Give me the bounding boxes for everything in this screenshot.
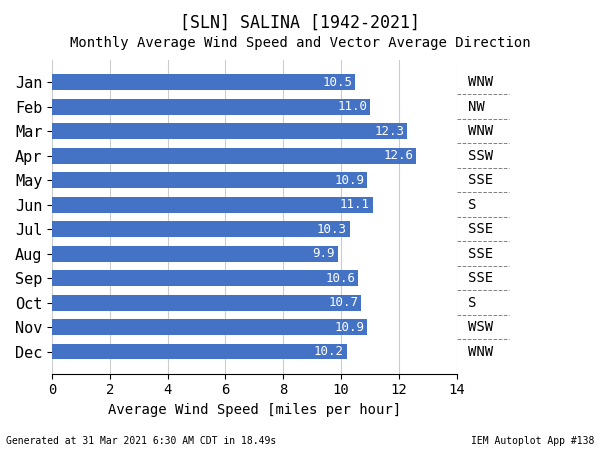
Text: IEM Autoplot App #138: IEM Autoplot App #138 <box>470 436 594 446</box>
Text: 10.9: 10.9 <box>334 320 364 333</box>
Text: 11.1: 11.1 <box>340 198 370 211</box>
Text: 10.9: 10.9 <box>334 174 364 187</box>
Text: [SLN] SALINA [1942-2021]: [SLN] SALINA [1942-2021] <box>180 14 420 32</box>
Text: WNW: WNW <box>468 75 493 89</box>
Bar <box>52 74 355 90</box>
Bar <box>52 99 370 115</box>
Bar <box>52 295 361 310</box>
Text: WSW: WSW <box>468 320 493 334</box>
Text: 10.2: 10.2 <box>314 345 344 358</box>
Text: SSE: SSE <box>468 222 493 236</box>
Text: 10.7: 10.7 <box>328 296 358 309</box>
Text: WNW: WNW <box>468 345 493 359</box>
Bar <box>52 123 407 139</box>
Text: Monthly Average Wind Speed and Vector Average Direction: Monthly Average Wind Speed and Vector Av… <box>70 36 530 50</box>
Text: Generated at 31 Mar 2021 6:30 AM CDT in 18.49s: Generated at 31 Mar 2021 6:30 AM CDT in … <box>6 436 276 446</box>
Text: 10.5: 10.5 <box>323 76 353 89</box>
Text: S: S <box>468 198 476 212</box>
Text: SSW: SSW <box>468 148 493 162</box>
Bar <box>52 270 358 286</box>
Text: 9.9: 9.9 <box>313 247 335 260</box>
Text: WNW: WNW <box>468 124 493 138</box>
Text: 12.6: 12.6 <box>383 149 413 162</box>
Bar <box>52 197 373 212</box>
Text: NW: NW <box>468 100 485 114</box>
Text: 10.6: 10.6 <box>325 271 355 284</box>
Text: SSE: SSE <box>468 247 493 261</box>
Bar <box>52 246 338 261</box>
Bar <box>52 148 416 164</box>
Bar <box>52 343 347 360</box>
X-axis label: Average Wind Speed [miles per hour]: Average Wind Speed [miles per hour] <box>108 403 401 417</box>
Text: 10.3: 10.3 <box>317 223 347 236</box>
Text: SSE: SSE <box>468 173 493 187</box>
Bar <box>52 319 367 335</box>
Bar <box>52 172 367 188</box>
Text: 12.3: 12.3 <box>374 125 404 138</box>
Text: 11.0: 11.0 <box>337 100 367 113</box>
Bar <box>52 221 350 237</box>
Text: S: S <box>468 296 476 310</box>
Text: SSE: SSE <box>468 271 493 285</box>
